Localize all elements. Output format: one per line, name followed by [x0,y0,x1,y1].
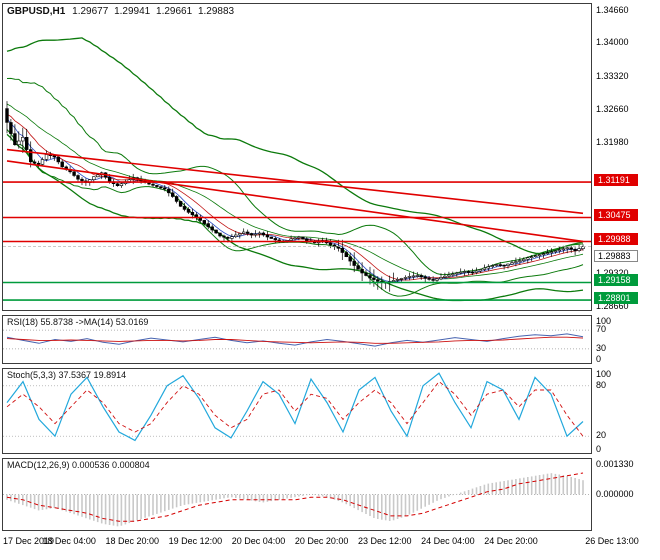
support-price-badge: 1.29158 [594,274,638,286]
indicator-tick-label: 20 [596,430,607,440]
price-tick-label: 1.34660 [596,5,629,15]
time-axis-label: 24 Dec 04:00 [421,536,475,546]
time-axis-label: 19 Dec 12:00 [168,536,223,546]
price-tick-label: 1.29320 [596,268,629,278]
symbol-timeframe-label: GBPUSD,H1 [7,6,66,17]
indicator-tick-label: 30 [596,343,607,353]
price-tick-label: 1.32660 [596,104,629,114]
time-axis-label: 24 Dec 20:00 [484,536,538,546]
macd-canvas[interactable] [3,459,591,530]
time-axis-label: 20 Dec 04:00 [231,536,286,546]
indicator-tick-label: 0 [596,354,602,364]
stochastic-canvas[interactable] [3,369,591,453]
ohlc-open-value: 1.29677 [72,6,109,17]
time-axis-label: 26 Dec 13:00 [585,536,639,546]
indicator-tick-label: 0.000000 [596,489,634,499]
price-tick-label: 1.34000 [596,37,629,47]
price-tick-label: 1.33320 [596,71,629,81]
ohlc-high-value: 1.29941 [114,6,151,17]
stochastic-label: Stoch(5,3,3) 37.5367 19.8914 [7,370,127,380]
rsi-panel[interactable]: RSI(18) 55.8738 ->MA(14) 53.0169 [2,315,592,364]
time-axis-label: 18 Dec 20:00 [105,536,160,546]
time-axis-label: 23 Dec 12:00 [357,536,412,546]
rsi-header: RSI(18) 55.8738 ->MA(14) 53.0169 [7,317,148,327]
price-tick-label: 1.28660 [596,301,629,311]
indicator-tick-label: 80 [596,380,607,390]
ohlc-close-value: 1.29883 [197,6,235,17]
resistance-price-badge: 1.31191 [594,174,638,186]
indicator-tick-label: 0.001330 [596,459,634,469]
stochastic-header: Stoch(5,3,3) 37.5367 19.8914 [7,370,126,380]
main-chart-panel[interactable]: GBPUSD,H1 1.29677 1.29941 1.29661 1.2988… [2,3,592,311]
time-axis-label: 18 Dec 04:00 [42,536,96,546]
price-tick-label: 1.31980 [596,137,629,147]
time-axis-label: 20 Dec 20:00 [294,536,349,546]
rsi-label: RSI(18) 55.8738 ->MA(14) 53.0169 [7,317,149,327]
main-chart-canvas[interactable] [3,4,591,310]
macd-panel[interactable]: MACD(12,26,9) 0.000536 0.000804 [2,458,592,531]
macd-header: MACD(12,26,9) 0.000536 0.000804 [7,460,150,470]
resistance-price-badge: 1.30475 [594,209,638,221]
indicator-tick-label: 100 [596,369,612,379]
time-axis[interactable]: 17 Dec 2019 18 Dec 04:00 18 Dec 20:00 19 De… [0,534,660,556]
support-price-badge: 1.28801 [594,292,638,304]
resistance-price-badge: 1.29988 [594,233,638,245]
current-price-badge: 1.29883 [594,250,638,262]
ohlc-low-value: 1.29661 [156,6,193,17]
price-axis[interactable]: 1.34660 1.34000 1.33320 1.32660 1.31980 1.293… [594,0,660,560]
main-chart-header: GBPUSD,H1 1.29677 1.29941 1.29661 1.2988… [7,6,237,17]
indicator-tick-label: 70 [596,324,607,334]
time-axis-label: 17 Dec 2019 [3,536,55,546]
indicator-tick-label: 100 [596,316,612,326]
rsi-canvas[interactable] [3,316,591,363]
stochastic-panel[interactable]: Stoch(5,3,3) 37.5367 19.8914 [2,368,592,454]
macd-label: MACD(12,26,9) 0.000536 0.000804 [7,460,150,470]
indicator-tick-label: 0 [596,444,602,454]
